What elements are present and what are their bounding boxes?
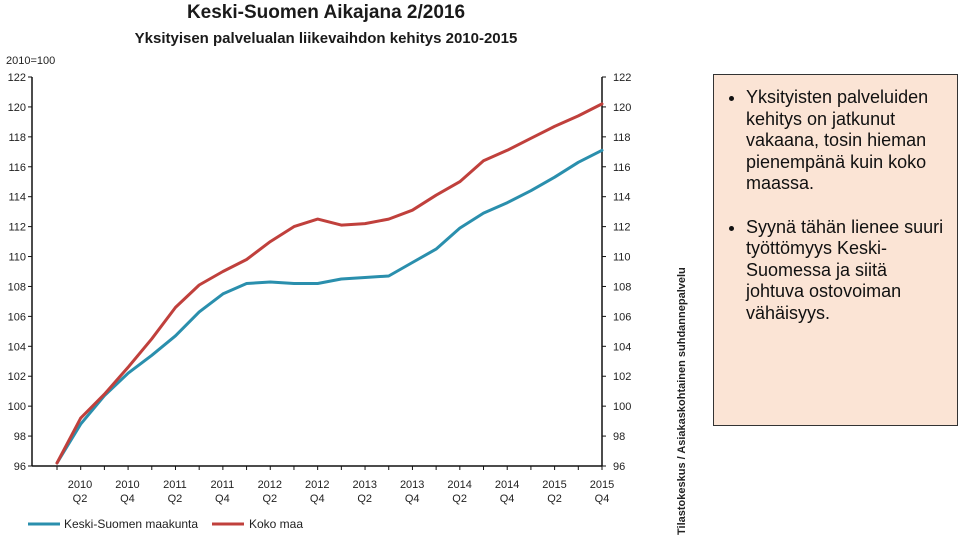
x-tick-label-quarter: Q2 — [357, 493, 372, 505]
note-bullet-2: Syynä tähän lienee suuri työttömyys Kesk… — [746, 217, 949, 325]
x-tick-label-quarter: Q4 — [405, 493, 420, 505]
y-tick-label-right: 96 — [613, 461, 625, 473]
y-tick-label-left: 122 — [8, 72, 26, 84]
x-tick-label-quarter: Q2 — [452, 493, 467, 505]
source-label: Tilastokeskus / Asiakaskohtainen suhdann… — [676, 267, 688, 535]
y-tick-label-right: 114 — [613, 192, 631, 204]
x-tick-label-quarter: Q2 — [262, 493, 277, 505]
y-tick-label-right: 118 — [613, 132, 631, 144]
y-tick-label-left: 100 — [8, 401, 26, 413]
y-axis-right: 96 98 100 102 104 106 108 110 112 114 116 118 120 122 — [602, 72, 631, 473]
y-tick-label-left: 110 — [8, 252, 26, 264]
x-tick-label-quarter: Q2 — [73, 493, 88, 505]
x-tick-label-year: 2010 — [68, 479, 92, 491]
chart-title: Keski-Suomen Aikajana 2/2016 — [187, 2, 465, 23]
y-tick-label-left: 118 — [8, 132, 26, 144]
y-axis-left: 96 98 100 102 104 106 108 110 112 114 116 118 120 122 — [8, 72, 32, 473]
x-tick-label-year: 2015 — [542, 479, 566, 491]
y-tick-label-right: 112 — [613, 222, 631, 234]
y-tick-label-right: 116 — [613, 162, 631, 174]
legend-label-koko-maa: Koko maa — [249, 517, 303, 531]
x-tick-label-quarter: Q2 — [168, 493, 183, 505]
x-tick-label-year: 2012 — [305, 479, 329, 491]
y-tick-label-right: 120 — [613, 102, 631, 114]
y-tick-label-left: 98 — [14, 431, 26, 443]
x-tick-label-year: 2013 — [400, 479, 424, 491]
y-unit-label: 2010=100 — [6, 55, 55, 67]
y-tick-label-right: 100 — [613, 401, 631, 413]
note-bullet-1: Yksityisten palveluiden kehitys on jatku… — [746, 87, 949, 195]
notes-list: Yksityisten palveluiden kehitys on jatku… — [724, 87, 949, 324]
y-tick-label-right: 108 — [613, 281, 631, 293]
series-line-koko-maa — [55, 102, 604, 465]
y-tick-label-right: 98 — [613, 431, 625, 443]
x-tick-label-year: 2013 — [352, 479, 376, 491]
chart-axes — [31, 77, 603, 467]
y-tick-label-right: 110 — [613, 252, 631, 264]
y-tick-label-left: 106 — [8, 311, 26, 323]
y-tick-label-left: 120 — [8, 102, 26, 114]
x-axis: 2010 Q2 2010 Q4 2011 Q2 2011 Q4 2012 Q2 2012 Q4 2013… — [56, 466, 614, 505]
y-tick-label-left: 112 — [8, 222, 26, 234]
y-tick-label-left: 116 — [8, 162, 26, 174]
x-tick-label-quarter: Q4 — [120, 493, 135, 505]
y-tick-label-left: 114 — [8, 192, 26, 204]
notes-box: Yksityisten palveluiden kehitys on jatku… — [713, 74, 958, 426]
x-tick-label-quarter: Q4 — [215, 493, 230, 505]
x-tick-label-quarter: Q4 — [595, 493, 610, 505]
y-tick-label-left: 108 — [8, 281, 26, 293]
x-tick-label-quarter: Q4 — [310, 493, 325, 505]
y-tick-label-left: 96 — [14, 461, 26, 473]
chart-subtitle: Yksityisen palvelualan liikevaihdon kehi… — [135, 30, 518, 47]
x-tick-label-year: 2012 — [258, 479, 282, 491]
y-tick-label-right: 122 — [613, 72, 631, 84]
y-tick-label-left: 104 — [8, 341, 26, 353]
y-tick-label-right: 106 — [613, 311, 631, 323]
x-tick-label-year: 2014 — [447, 479, 471, 491]
x-tick-label-year: 2011 — [211, 479, 235, 491]
y-tick-label-left: 102 — [8, 371, 26, 383]
legend: Keski-Suomen maakunta Koko maa — [28, 517, 303, 531]
y-tick-label-right: 102 — [613, 371, 631, 383]
x-tick-label-quarter: Q2 — [547, 493, 562, 505]
series-group — [55, 102, 604, 465]
x-tick-label-quarter: Q4 — [500, 493, 515, 505]
legend-label-keski-suomi: Keski-Suomen maakunta — [64, 517, 198, 531]
x-tick-label-year: 2014 — [495, 479, 519, 491]
y-tick-label-right: 104 — [613, 341, 631, 353]
x-tick-label-year: 2015 — [590, 479, 614, 491]
x-tick-label-year: 2011 — [163, 479, 187, 491]
series-line-keski-suomi — [55, 148, 604, 465]
x-tick-label-year: 2010 — [115, 479, 139, 491]
